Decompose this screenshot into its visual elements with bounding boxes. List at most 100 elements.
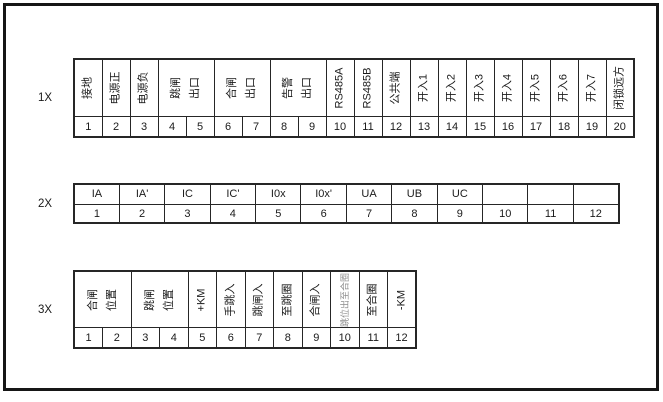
terminal-label-cell: 告警 出口 xyxy=(269,58,327,117)
terminal-label-text: 合闸 位置 xyxy=(86,288,118,311)
terminal-label-text: I0x' xyxy=(315,188,333,200)
terminal-number-row: 1 2 3 4 5 6 7 8 9 10 11 12 xyxy=(73,204,620,224)
terminal-label-cell: 跳位出至合圈 xyxy=(330,270,360,328)
terminal-pin-number: 6 xyxy=(213,116,243,138)
terminal-label-cell xyxy=(572,183,620,205)
terminal-number-row: 1 2 3 4 5 6 7 8 9 10 11 12 13 14 15 16 17 18 19 20 xyxy=(73,116,635,138)
terminal-label-text: IA xyxy=(91,188,103,200)
terminal-pin-number: 3 xyxy=(130,327,160,349)
terminal-label-cell: 开入2 xyxy=(437,58,467,117)
terminal-label-cell: I0x xyxy=(255,183,302,205)
terminal-label-cell: IC xyxy=(164,183,211,205)
terminal-block-3x-table: 合闸 位置 跳闸 位置 +KM 手跳入 跳闸入 至跳圈 合闸入 跳位出至合圈 至合圈 -KM 1 2 3… xyxy=(73,270,417,349)
terminal-pin-number: 7 xyxy=(244,327,274,349)
terminal-label-row: 接地 电源正 电源负 跳闸 出口 合闸 出口 告警 出口 RS485A RS485B 公共端 开入… xyxy=(73,58,635,117)
terminal-pin-number: 10 xyxy=(482,204,529,224)
terminal-label-text: 公共端 xyxy=(389,71,402,105)
terminal-label-cell: UC xyxy=(436,183,484,205)
terminal-label-row: IA IA' IC IC' I0x I0x' UA UB UC xyxy=(73,183,620,205)
terminal-label-cell: 合闸入 xyxy=(301,270,331,328)
terminal-pin-number: 7 xyxy=(345,204,393,224)
terminal-pin-number: 8 xyxy=(391,204,438,224)
terminal-label-text: 跳闸 出口 xyxy=(170,77,201,99)
terminal-pin-number: 9 xyxy=(301,327,331,349)
terminal-label-text: 告警 出口 xyxy=(282,77,313,99)
terminal-label-cell: 跳闸入 xyxy=(244,270,274,328)
terminal-label-cell: 开入1 xyxy=(409,58,439,117)
terminal-pin-number: 4 xyxy=(157,116,187,138)
terminal-label-cell: 跳闸 位置 xyxy=(130,270,189,328)
terminal-pin-number: 2 xyxy=(102,327,132,349)
terminal-block-3x-label: 3X xyxy=(38,303,53,316)
terminal-label-cell: RS485B xyxy=(353,58,383,117)
terminal-pin-number: 9 xyxy=(297,116,327,138)
terminal-label-cell: 合闸 出口 xyxy=(213,58,271,117)
terminal-label-cell: 公共端 xyxy=(381,58,411,117)
terminal-label-cell: UB xyxy=(391,183,438,205)
terminal-label-text: 至合圈 xyxy=(366,283,379,316)
terminal-pin-number: 5 xyxy=(255,204,302,224)
terminal-label-text: -KM xyxy=(395,289,407,310)
terminal-pin-number: 2 xyxy=(118,204,166,224)
terminal-pin-number: 12 xyxy=(381,116,411,138)
terminal-label-text: RS485B xyxy=(361,67,374,109)
terminal-label-cell: I0x' xyxy=(300,183,347,205)
terminal-label-text: 开入5 xyxy=(529,73,542,103)
terminal-block-2x: 2X IA IA' IC IC' I0x I0x' UA UB UC 1 2 3 4 5 6 7 8 9 10 11 1… xyxy=(38,183,620,224)
terminal-label-cell: 合闸 位置 xyxy=(73,270,132,328)
terminal-pin-number: 8 xyxy=(269,116,299,138)
terminal-label-text: 合闸 出口 xyxy=(226,77,257,99)
terminal-label-text: +KM xyxy=(195,288,208,311)
terminal-pin-number: 15 xyxy=(465,116,495,138)
terminal-label-text: I0x xyxy=(270,188,286,200)
terminal-label-text: 开入1 xyxy=(417,73,430,103)
terminal-label-text: 开入2 xyxy=(445,73,458,103)
terminal-label-cell: 电源正 xyxy=(101,58,131,117)
terminal-label-text: 闭锁远方 xyxy=(613,66,626,110)
terminal-pin-number: 7 xyxy=(241,116,271,138)
terminal-pin-number: 14 xyxy=(437,116,467,138)
terminal-block-1x: 1X 接地 电源正 电源负 跳闸 出口 合闸 出口 告警 出口 RS485A RS485B 公共… xyxy=(38,58,635,138)
terminal-pin-number: 11 xyxy=(527,204,574,224)
terminal-label-cell: 至跳圈 xyxy=(273,270,303,328)
terminal-label-text: IA' xyxy=(135,188,149,200)
terminal-block-2x-table: IA IA' IC IC' I0x I0x' UA UB UC 1 2 3 4 5 6 7 8 9 10 11 12 xyxy=(73,183,620,224)
terminal-label-row: 合闸 位置 跳闸 位置 +KM 手跳入 跳闸入 至跳圈 合闸入 跳位出至合圈 至合圈 -KM xyxy=(73,270,417,328)
terminal-label-text: 开入6 xyxy=(557,73,570,103)
terminal-label-text: 接地 xyxy=(81,77,94,99)
terminal-label-text: 跳闸入 xyxy=(252,283,265,316)
terminal-pin-number: 8 xyxy=(273,327,303,349)
terminal-label-text: UA xyxy=(361,188,377,200)
terminal-pin-number: 19 xyxy=(577,116,607,138)
terminal-label-text: 跳位出至合圈 xyxy=(339,272,350,327)
terminal-label-text: IC' xyxy=(226,188,240,200)
terminal-label-cell: 开入5 xyxy=(521,58,551,117)
terminal-pin-number: 1 xyxy=(73,116,103,138)
terminal-label-text: UB xyxy=(406,188,423,200)
terminal-label-text: 开入4 xyxy=(501,73,514,103)
terminal-label-text: 跳闸 位置 xyxy=(143,288,175,311)
terminal-pin-number: 6 xyxy=(216,327,246,349)
terminal-pin-number: 4 xyxy=(159,327,189,349)
terminal-pin-number: 16 xyxy=(493,116,523,138)
terminal-label-text: 合闸入 xyxy=(309,283,322,316)
diagram-border-frame xyxy=(3,3,659,391)
terminal-number-row: 1 2 3 4 5 6 7 8 9 10 11 12 xyxy=(73,327,417,349)
terminal-pin-number: 5 xyxy=(187,327,217,349)
terminal-pin-number: 20 xyxy=(605,116,635,138)
terminal-pin-number: 13 xyxy=(409,116,439,138)
terminal-pin-number: 11 xyxy=(353,116,383,138)
terminal-label-cell: 开入6 xyxy=(549,58,579,117)
terminal-label-text: 电源正 xyxy=(109,71,122,105)
terminal-block-1x-table: 接地 电源正 电源负 跳闸 出口 合闸 出口 告警 出口 RS485A RS485B 公共端 开入… xyxy=(73,58,635,138)
terminal-pin-number: 1 xyxy=(73,204,120,224)
terminal-pin-number: 11 xyxy=(358,327,388,349)
terminal-label-cell: 跳闸 出口 xyxy=(157,58,215,117)
terminal-pin-number: 12 xyxy=(572,204,620,224)
terminal-pin-number: 10 xyxy=(325,116,355,138)
terminal-block-3x: 3X 合闸 位置 跳闸 位置 +KM 手跳入 跳闸入 至跳圈 合闸入 跳位出至合圈 至合圈 -KM… xyxy=(38,270,417,349)
terminal-label-cell: UA xyxy=(345,183,393,205)
terminal-label-cell xyxy=(482,183,529,205)
terminal-label-cell: +KM xyxy=(187,270,217,328)
